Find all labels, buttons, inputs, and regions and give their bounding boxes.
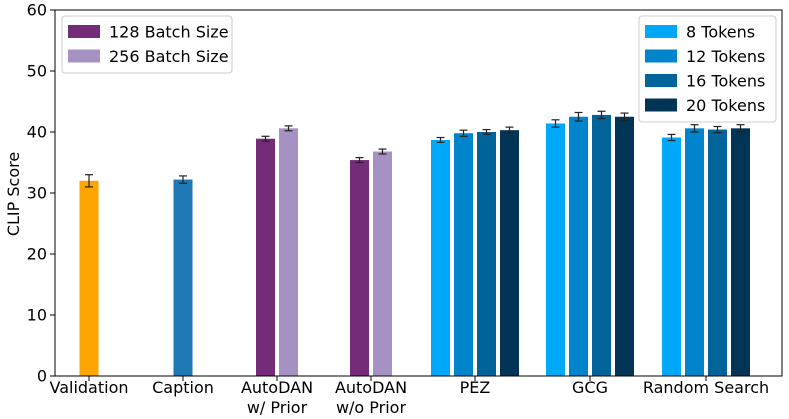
x-tick-label-pez: PEZ xyxy=(460,378,491,397)
errorbars-layer xyxy=(85,110,745,188)
bar-gcg-20-tokens xyxy=(615,116,634,376)
bar-autodan-w-prior-128-batch-size xyxy=(256,138,275,376)
errorbar-gcg-8-tokens xyxy=(551,119,560,128)
y-tick-label: 50 xyxy=(27,62,47,81)
bar-gcg-12-tokens xyxy=(569,116,588,376)
legend-swatch-256-batch-size xyxy=(68,49,100,63)
errorbar-pez-12-tokens xyxy=(459,129,468,137)
legend-label-8-tokens: 8 Tokens xyxy=(686,23,755,42)
errorbar-gcg-12-tokens xyxy=(574,111,583,122)
y-axis-title: CLIP Score xyxy=(4,152,23,236)
errorbar-validation-validation xyxy=(85,174,93,188)
x-tick-label-random-search: Random Search xyxy=(643,378,769,397)
errorbar-random-search-12-tokens xyxy=(690,124,699,133)
legend-label-12-tokens: 12 Tokens xyxy=(686,47,765,66)
bar-random-search-20-tokens xyxy=(731,128,750,376)
errorbar-random-search-16-tokens xyxy=(713,125,722,134)
errorbar-gcg-20-tokens xyxy=(620,112,629,122)
legend-swatch-12-tokens xyxy=(645,49,677,63)
errorbar-autodan-w-o-prior-256-batch-size xyxy=(378,148,387,155)
legend-batch-size: 128 Batch Size 256 Batch Size xyxy=(61,15,233,74)
bar-pez-16-tokens xyxy=(477,132,496,376)
legend-frame xyxy=(61,15,233,74)
y-tick-label: 0 xyxy=(37,367,47,386)
errorbar-pez-16-tokens xyxy=(482,128,491,136)
legend-swatch-16-tokens xyxy=(645,74,677,87)
errorbar-random-search-20-tokens xyxy=(736,124,745,133)
bar-validation-validation xyxy=(79,180,99,376)
y-tick-label: 30 xyxy=(27,184,47,203)
legend-swatch-128-batch-size xyxy=(68,25,100,38)
bar-gcg-16-tokens xyxy=(592,114,611,377)
y-axis: 0 10 20 30 40 50 60 xyxy=(27,1,55,386)
bar-autodan-w-prior-256-batch-size xyxy=(279,128,298,376)
errorbar-gcg-16-tokens xyxy=(597,110,606,120)
x-tick-label-caption: Caption xyxy=(152,378,214,397)
errorbar-caption-caption xyxy=(179,175,187,184)
bar-pez-20-tokens xyxy=(500,130,519,376)
errorbar-autodan-w-prior-256-batch-size xyxy=(284,125,293,132)
legend-swatch-8-tokens xyxy=(645,25,677,38)
y-tick-label: 40 xyxy=(27,123,47,142)
bar-gcg-8-tokens xyxy=(546,123,565,377)
legend-label-256-batch-size: 256 Batch Size xyxy=(109,47,229,66)
y-tick-label: 10 xyxy=(27,306,47,325)
bar-caption-caption xyxy=(173,179,193,376)
x-axis: Validation Caption AutoDAN w/ Prior AutoDAN w… xyxy=(49,376,769,417)
legend-label-128-batch-size: 128 Batch Size xyxy=(109,23,229,42)
errorbar-autodan-w-o-prior-128-batch-size xyxy=(355,157,364,164)
legend-frame xyxy=(638,15,777,123)
bar-random-search-16-tokens xyxy=(708,129,727,376)
bar-pez-12-tokens xyxy=(454,133,473,376)
bar-autodan-w-o-prior-256-batch-size xyxy=(373,151,392,376)
legend-swatch-20-tokens xyxy=(645,98,677,112)
x-tick-label-gcg: GCG xyxy=(572,378,608,397)
bar-random-search-12-tokens xyxy=(685,128,704,376)
errorbar-autodan-w-prior-128-batch-size xyxy=(261,135,270,142)
y-tick-label: 20 xyxy=(27,245,47,264)
bar-random-search-8-tokens xyxy=(662,137,681,376)
bars-layer xyxy=(79,114,750,377)
bar-autodan-w-o-prior-128-batch-size xyxy=(350,160,369,376)
legend-label-16-tokens: 16 Tokens xyxy=(686,72,765,91)
errorbar-pez-20-tokens xyxy=(505,126,514,134)
bar-pez-8-tokens xyxy=(431,139,450,376)
x-tick-label-validation: Validation xyxy=(49,378,128,397)
errorbar-pez-8-tokens xyxy=(436,136,445,143)
legend-tokens: 8 Tokens 12 Tokens 16 Tokens 20 Tokens xyxy=(638,15,777,123)
y-tick-label: 60 xyxy=(27,1,47,20)
x-tick-label-autodan-w-o-prior: AutoDAN w/o Prior xyxy=(335,378,407,417)
legend-label-20-tokens: 20 Tokens xyxy=(686,96,765,115)
x-tick-label-autodan-w-prior: AutoDAN w/ Prior xyxy=(241,378,313,417)
errorbar-random-search-8-tokens xyxy=(667,133,676,142)
